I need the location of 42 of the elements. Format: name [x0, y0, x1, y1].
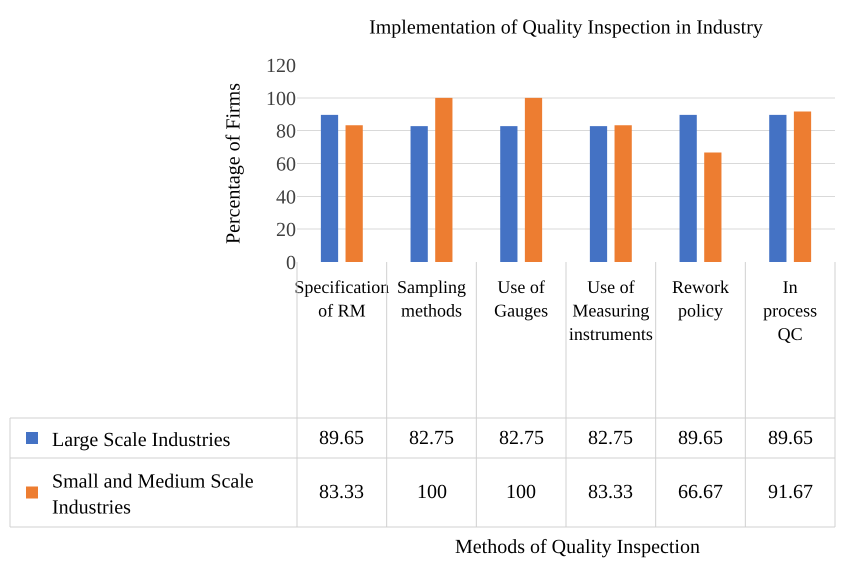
x-tick-label: Specification of RM	[294, 277, 390, 320]
y-tick-label: 80	[276, 120, 296, 143]
bar	[435, 98, 452, 262]
x-tick-label: Use of Measuring instruments	[568, 277, 653, 344]
data-label: 82.75	[499, 427, 544, 449]
text: Methods of Quality Inspection	[455, 536, 700, 558]
data-label: 100	[417, 481, 447, 503]
x-tick-label: Use of Gauges	[494, 277, 548, 320]
bar	[769, 114, 786, 262]
data-label: 91.67	[768, 481, 813, 503]
bar	[614, 125, 632, 262]
y-tick-label: 0	[286, 252, 296, 274]
y-tick-label: 100	[266, 88, 296, 110]
y-tick-label: 20	[276, 219, 296, 242]
data-label: 83.33	[319, 481, 364, 503]
y-tick-label: 60	[276, 154, 296, 176]
y-tick-label: 40	[276, 186, 296, 208]
y-tick-label: 120	[266, 55, 296, 77]
data-label: 89.65	[319, 427, 364, 449]
x-tick-label: Rework policy	[672, 277, 729, 320]
chart-title: Implementation of Quality Inspection in Industry	[369, 16, 763, 39]
bar	[320, 114, 338, 262]
data-label: 83.33	[588, 481, 633, 503]
bar	[524, 98, 542, 262]
y-axis-title: Percentage of Firms	[222, 82, 244, 244]
legend-label: Large Scale Industries	[52, 428, 231, 451]
data-label: 89.65	[768, 427, 813, 449]
legend-label: Small and Medium Scale Industries	[52, 470, 254, 518]
data-label: 100	[506, 481, 536, 503]
bar	[680, 114, 697, 262]
bar	[590, 126, 608, 262]
bar	[410, 126, 428, 262]
bar	[704, 152, 722, 262]
x-tick-label: Sampling methods	[396, 277, 466, 320]
data-label: 66.67	[678, 481, 723, 503]
x-tick-label: In process QC	[763, 277, 818, 344]
bar	[346, 125, 363, 262]
data-label: 89.65	[678, 427, 723, 449]
bar	[500, 126, 518, 262]
data-label: 82.75	[409, 427, 454, 449]
data-label: 82.75	[588, 427, 633, 449]
bar	[794, 112, 812, 262]
